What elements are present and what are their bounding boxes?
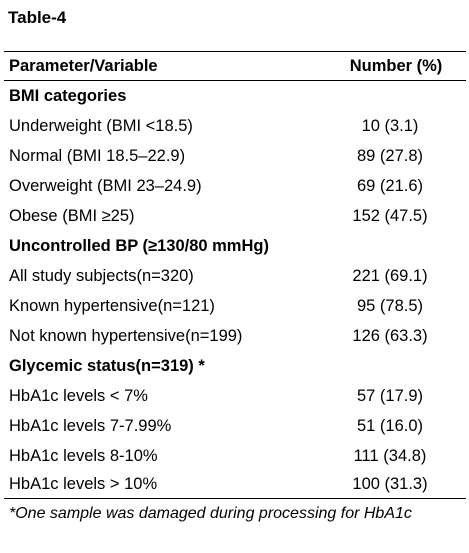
row-label: Normal (BMI 18.5–22.9) xyxy=(9,147,186,165)
table-row: Not known hypertensive(n=199) 126 (63.3) xyxy=(0,321,469,351)
table-row: HbA1c levels > 10% 100 (31.3) xyxy=(0,469,469,499)
row-label: Glycemic status(n=319) * xyxy=(9,357,205,375)
header-number: Number (%) xyxy=(349,57,443,75)
row-value: 111 (34.8) xyxy=(353,447,427,465)
row-label: Known hypertensive(n=121) xyxy=(9,297,215,315)
table-row: Obese (BMI ≥25) 152 (47.5) xyxy=(0,201,469,231)
table-row: All study subjects(n=320) 221 (69.1) xyxy=(0,261,469,291)
table-bottom-rule xyxy=(4,498,466,499)
section-row-glycemic: Glycemic status(n=319) * xyxy=(0,351,469,381)
row-value: 152 (47.5) xyxy=(352,207,428,225)
table-footnote: *One sample was damaged during processin… xyxy=(9,505,412,522)
row-label: HbA1c levels 7-7.99% xyxy=(9,417,172,435)
table-header-row: Parameter/Variable Number (%) xyxy=(0,51,469,81)
row-label: HbA1c levels > 10% xyxy=(9,475,158,493)
row-label: Underweight (BMI <18.5) xyxy=(9,117,193,135)
row-value: 95 (78.5) xyxy=(356,297,424,315)
row-label: BMI categories xyxy=(9,87,127,105)
row-value: 57 (17.9) xyxy=(356,387,424,405)
header-parameter: Parameter/Variable xyxy=(9,57,158,75)
table-header-rule xyxy=(4,80,466,81)
row-label: Not known hypertensive(n=199) xyxy=(9,327,243,345)
table-row: Known hypertensive(n=121) 95 (78.5) xyxy=(0,291,469,321)
table-row: Underweight (BMI <18.5) 10 (3.1) xyxy=(0,111,469,141)
table-top-rule xyxy=(4,51,466,52)
row-value: 69 (21.6) xyxy=(356,177,424,195)
table-row: Normal (BMI 18.5–22.9) 89 (27.8) xyxy=(0,141,469,171)
row-value: 51 (16.0) xyxy=(356,417,424,435)
row-label: Overweight (BMI 23–24.9) xyxy=(9,177,202,195)
table-row: HbA1c levels < 7% 57 (17.9) xyxy=(0,381,469,411)
row-label: HbA1c levels 8-10% xyxy=(9,447,158,465)
table-row: HbA1c levels 8-10% 111 (34.8) xyxy=(0,441,469,471)
section-row-bp: Uncontrolled BP (≥130/80 mmHg) xyxy=(0,231,469,261)
table-row: Overweight (BMI 23–24.9) 69 (21.6) xyxy=(0,171,469,201)
row-value: 126 (63.3) xyxy=(352,327,428,345)
table-row: HbA1c levels 7-7.99% 51 (16.0) xyxy=(0,411,469,441)
row-label: All study subjects(n=320) xyxy=(9,267,194,285)
row-value: 100 (31.3) xyxy=(352,475,428,493)
row-value: 89 (27.8) xyxy=(356,147,424,165)
row-value: 10 (3.1) xyxy=(361,117,419,135)
section-row-bmi: BMI categories xyxy=(0,81,469,111)
row-label: HbA1c levels < 7% xyxy=(9,387,148,405)
row-label: Uncontrolled BP (≥130/80 mmHg) xyxy=(9,237,269,255)
row-value: 221 (69.1) xyxy=(352,267,428,285)
row-label: Obese (BMI ≥25) xyxy=(9,207,135,225)
table-title: Table-4 xyxy=(8,8,67,27)
